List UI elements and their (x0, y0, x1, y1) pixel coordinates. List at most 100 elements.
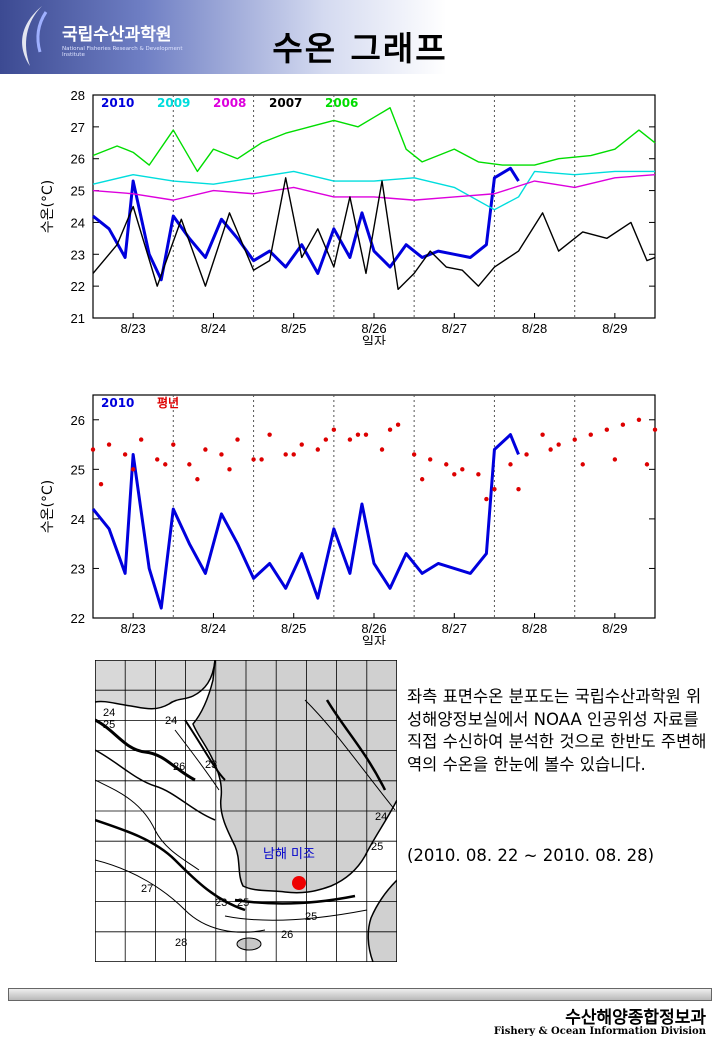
data-point-normal (516, 486, 521, 492)
y-tick-label: 28 (71, 88, 85, 103)
x-tick-label: 8/24 (201, 321, 226, 336)
contour-label: 27 (141, 883, 153, 895)
legend-entry: 2008 (213, 96, 246, 110)
contour-label: 25 (237, 897, 249, 909)
data-point-normal (395, 422, 401, 427)
data-point-normal (363, 432, 369, 437)
data-point-normal (524, 452, 529, 457)
y-tick-label: 27 (71, 120, 85, 135)
data-point-normal (227, 467, 232, 472)
contour-label: 25 (305, 911, 317, 923)
x-tick-label: 8/26 (361, 621, 386, 636)
series-line-2010 (92, 166, 520, 282)
series-line-2006 (92, 107, 656, 173)
data-point-normal (331, 427, 337, 432)
data-point-normal (644, 462, 650, 467)
legend-entry: 2006 (325, 96, 358, 110)
plot-area (92, 394, 656, 619)
data-point-normal (411, 452, 417, 457)
temperature-chart-multiyear: 21 22 23 24 25 26 27 28 8/23 8/24 8/25 8/26 8/27 8/28… (40, 88, 656, 345)
data-point-normal (419, 477, 425, 482)
footer-bar (8, 988, 712, 1001)
data-point-normal (98, 482, 104, 487)
observation-period: (2010. 08. 22 ~ 2010. 08. 28) (407, 846, 655, 865)
map-description: 좌측 표면수온 분포도는 국립수산과학원 위성해양정보실에서 NOAA 인공위성… (407, 687, 707, 774)
isotherm-lines (95, 699, 396, 933)
fish-logo-icon (22, 6, 48, 66)
x-tick-label: 8/24 (201, 621, 226, 636)
data-point-normal (476, 472, 481, 477)
y-tick-label: 26 (71, 152, 85, 167)
y-tick-label: 26 (71, 413, 85, 428)
y-tick-label: 24 (71, 215, 85, 230)
institute-subtitle: National Fisheries Research & Developmen… (62, 46, 183, 58)
division-name-kr: 수산해양종합정보과 (565, 1008, 706, 1028)
x-tick-label: 8/29 (602, 321, 627, 336)
legend-entry: 2010 (101, 396, 134, 410)
data-point-normal (387, 427, 393, 432)
data-point-normal (171, 442, 176, 447)
y-tick-label: 23 (71, 561, 85, 576)
data-point-normal (219, 452, 224, 457)
x-tick-label: 8/29 (602, 621, 627, 636)
y-tick-label: 25 (71, 462, 85, 477)
x-tick-label: 8/25 (281, 321, 306, 336)
data-point-normal (130, 467, 136, 472)
data-point-normal (460, 467, 465, 472)
data-point-normal (163, 462, 168, 467)
legend-entry: 평년 (157, 396, 179, 410)
data-point-normal (556, 442, 561, 447)
data-point-normal (636, 417, 642, 422)
data-point-normal (291, 452, 296, 457)
data-point-normal (652, 427, 658, 432)
plot-area (92, 94, 656, 319)
data-point-normal (323, 437, 329, 442)
data-point-normal (187, 462, 192, 467)
x-tick-label: 8/27 (442, 621, 467, 636)
data-point-normal (452, 472, 457, 477)
x-axis-title: 일자 (362, 635, 386, 645)
contour-label: 24 (375, 811, 387, 823)
data-point-normal (379, 447, 385, 452)
jeju-island (236, 937, 262, 951)
data-point-normal (203, 447, 208, 452)
data-point-normal (572, 437, 577, 442)
header-banner (0, 0, 720, 74)
division-name-en: Fishery & Ocean Information Division (493, 1026, 706, 1037)
x-tick-label: 8/26 (361, 321, 386, 336)
y-tick-label: 21 (71, 311, 85, 326)
contour-label-group: 24 25 24 26 23 24 25 27 23 25 28 26 25 (103, 707, 387, 949)
legend-entry: 2009 (157, 96, 190, 110)
institute-logo: 국립수산과학원 National Fisheries Research & De… (8, 4, 198, 70)
data-point-normal (580, 462, 585, 467)
data-point-normal (540, 432, 545, 437)
data-point-normal (492, 486, 497, 492)
location-label: 남해 미조 (263, 847, 315, 862)
y-axis-title: 수온(°C) (40, 480, 56, 533)
data-point-normal (138, 437, 144, 442)
location-marker (292, 876, 306, 890)
data-point-normal (195, 477, 200, 482)
x-tick-label: 8/27 (442, 321, 467, 336)
contour-label: 25 (103, 719, 115, 731)
x-axis-title: 일자 (362, 335, 386, 345)
x-tick-label: 8/28 (522, 321, 547, 336)
y-tick-label: 22 (71, 611, 85, 626)
contour-label: 26 (281, 929, 293, 941)
x-tick-label: 8/25 (281, 621, 306, 636)
japan-coast (367, 878, 397, 962)
x-tick-label: 8/23 (120, 321, 145, 336)
data-point-normal (355, 432, 361, 437)
legend-entry: 2010 (101, 96, 134, 110)
data-point-normal (299, 442, 304, 447)
contour-label: 24 (103, 707, 115, 719)
contour-label: 25 (371, 841, 383, 853)
x-tick-label: 8/28 (522, 621, 547, 636)
temperature-chart-normal: 22 23 24 25 26 8/23 8/24 8/25 8/26 8/27 8/28 8/29 일자… (40, 394, 658, 645)
data-point-normal (347, 437, 353, 442)
y-tick-label: 24 (71, 512, 85, 527)
sea-surface-temperature-map: 24 25 24 26 23 24 25 27 23 25 28 26 25 남… (95, 660, 397, 962)
data-point-normal (604, 427, 610, 432)
data-point-normal (548, 447, 553, 452)
data-point-normal (259, 457, 264, 462)
